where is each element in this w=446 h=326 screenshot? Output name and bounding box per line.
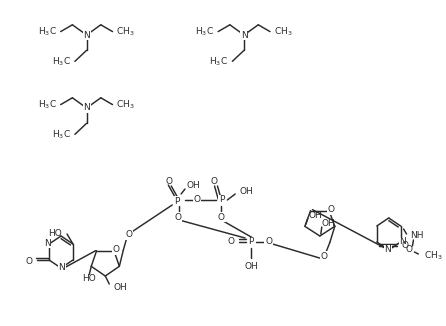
Text: O: O bbox=[321, 252, 327, 261]
Text: P: P bbox=[248, 238, 254, 246]
Text: N: N bbox=[241, 31, 248, 39]
Text: O: O bbox=[265, 238, 272, 246]
Text: OH: OH bbox=[322, 219, 335, 229]
Text: O: O bbox=[227, 236, 234, 245]
Text: NH: NH bbox=[410, 231, 424, 241]
Text: OH: OH bbox=[309, 211, 322, 220]
Text: OH: OH bbox=[113, 284, 127, 292]
Text: O: O bbox=[405, 245, 412, 255]
Text: H$_3$C: H$_3$C bbox=[195, 25, 214, 38]
Text: N: N bbox=[44, 239, 50, 247]
Text: O: O bbox=[218, 213, 225, 221]
Text: O: O bbox=[25, 257, 33, 265]
Text: HO: HO bbox=[48, 230, 62, 239]
Text: O: O bbox=[126, 230, 132, 239]
Text: OH: OH bbox=[187, 182, 201, 190]
Text: H$_3$C: H$_3$C bbox=[52, 128, 71, 141]
Text: O: O bbox=[175, 213, 182, 221]
Text: N: N bbox=[83, 103, 90, 112]
Text: OH: OH bbox=[244, 262, 258, 271]
Text: H$_3$C: H$_3$C bbox=[38, 25, 57, 38]
Text: H$_3$C: H$_3$C bbox=[210, 55, 228, 67]
Text: H$_3$C: H$_3$C bbox=[38, 98, 57, 111]
Text: CH$_3$: CH$_3$ bbox=[116, 98, 135, 111]
Text: P: P bbox=[219, 196, 224, 204]
Text: O: O bbox=[327, 205, 334, 214]
Text: H$_3$C: H$_3$C bbox=[52, 55, 71, 67]
Text: P: P bbox=[174, 197, 180, 205]
Text: O: O bbox=[166, 176, 173, 185]
Text: N: N bbox=[384, 245, 391, 255]
Text: N: N bbox=[58, 263, 66, 273]
Text: O: O bbox=[210, 177, 217, 186]
Text: OH: OH bbox=[239, 187, 253, 197]
Text: O: O bbox=[193, 196, 200, 204]
Text: O: O bbox=[112, 245, 120, 254]
Text: HO: HO bbox=[83, 274, 96, 283]
Text: CH$_3$: CH$_3$ bbox=[424, 250, 443, 262]
Text: N: N bbox=[83, 31, 90, 39]
Text: N: N bbox=[399, 238, 406, 246]
Text: O: O bbox=[401, 241, 409, 249]
Text: CH$_3$: CH$_3$ bbox=[274, 25, 293, 38]
Text: CH$_3$: CH$_3$ bbox=[116, 25, 135, 38]
